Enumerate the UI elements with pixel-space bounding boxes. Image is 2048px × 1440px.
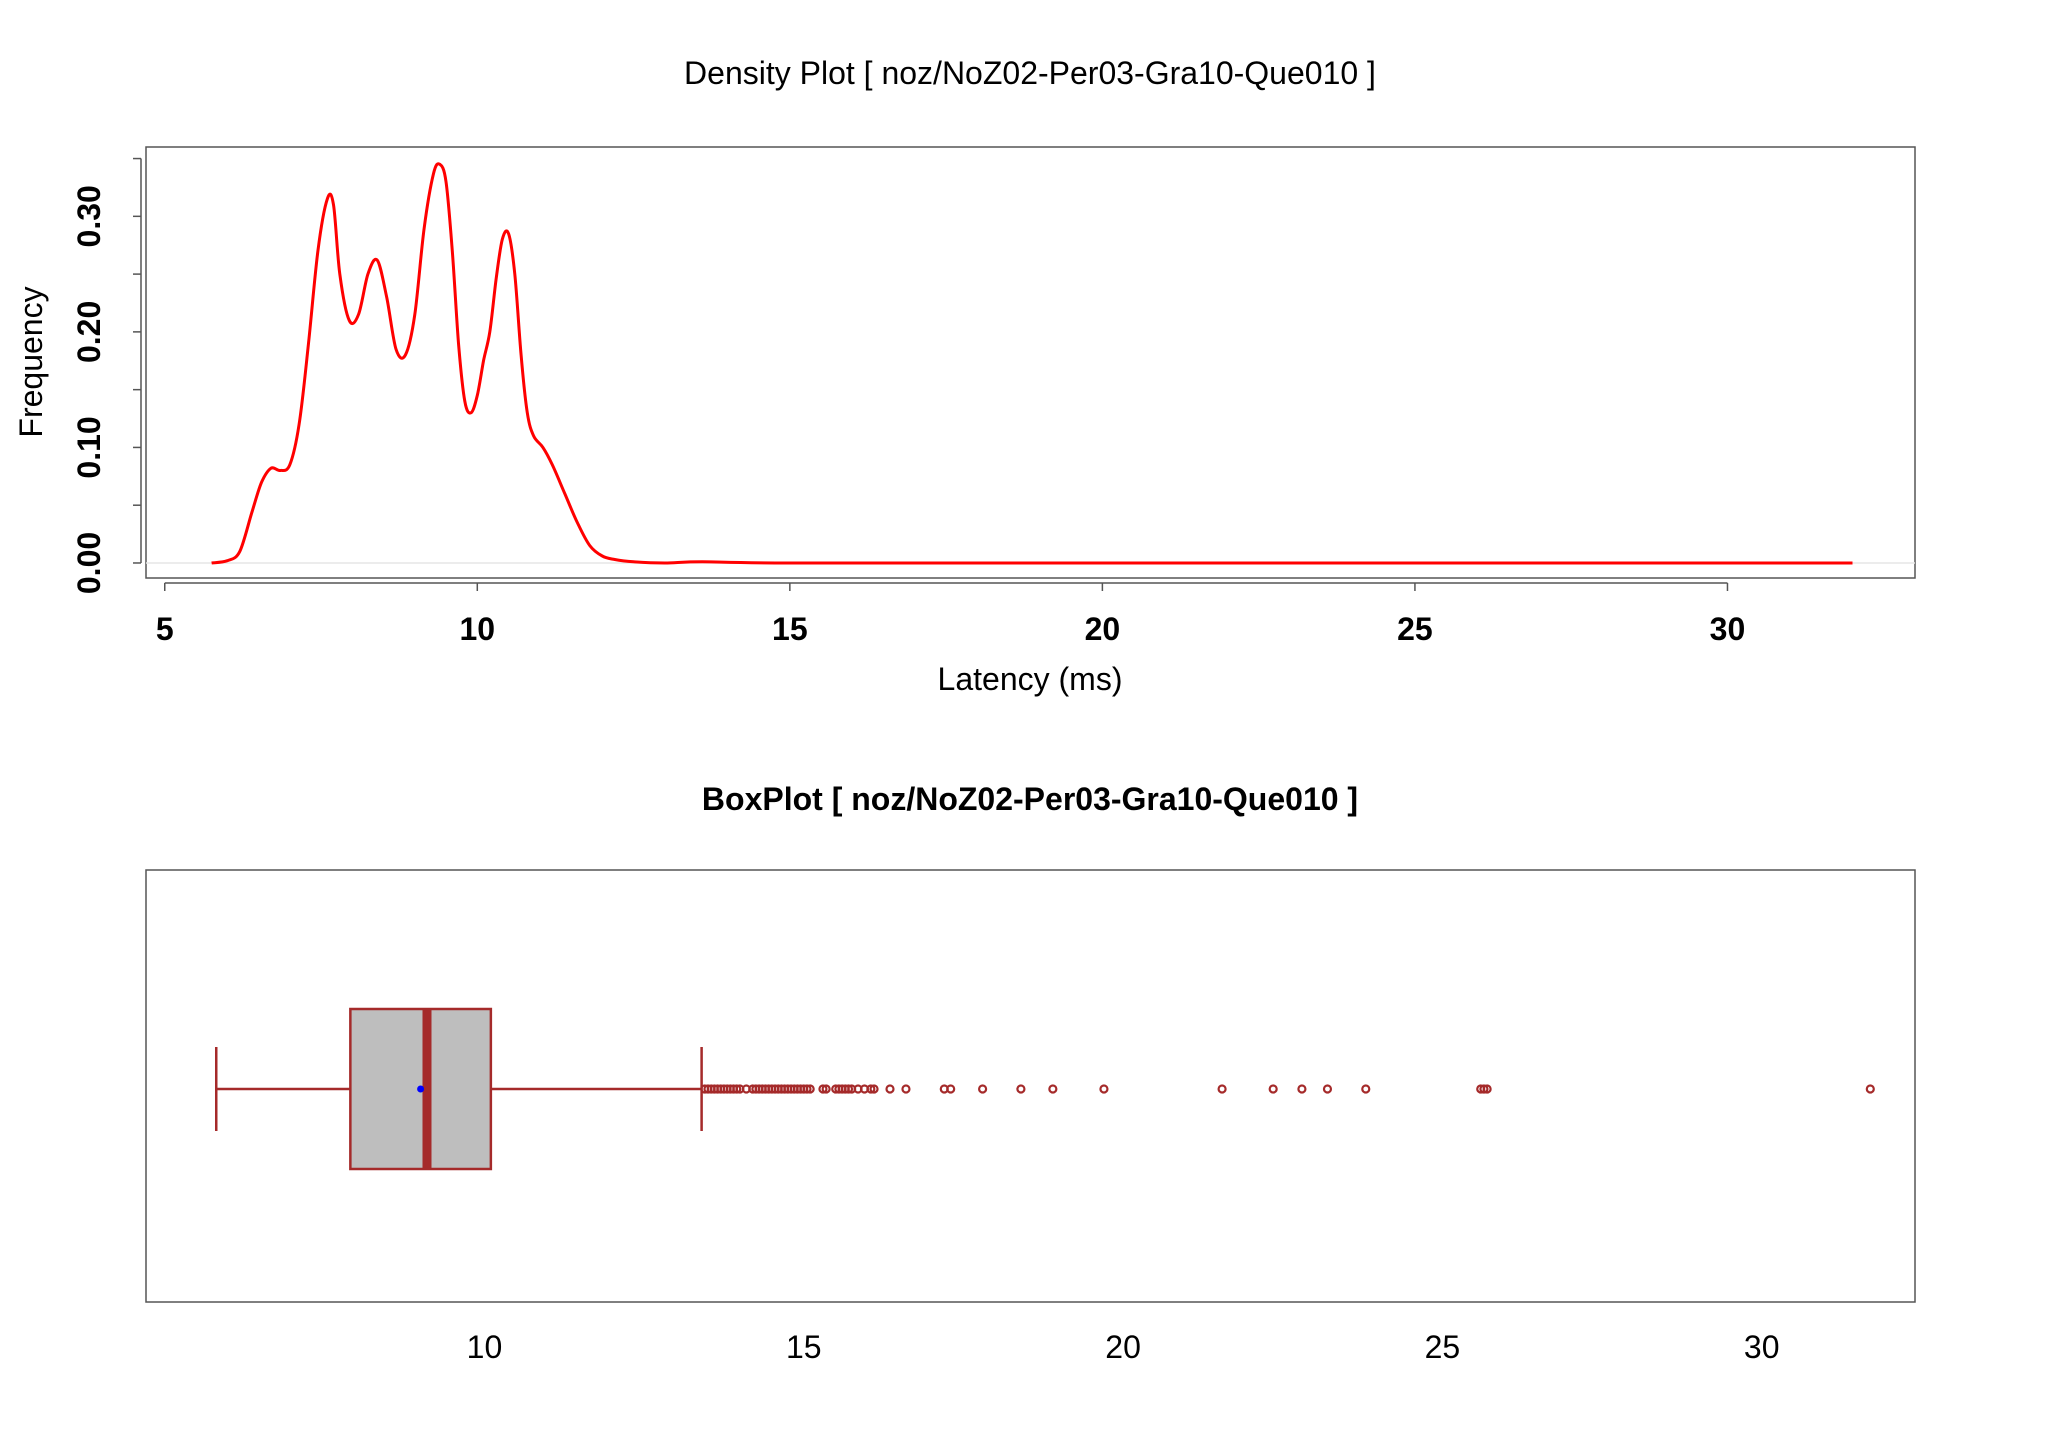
boxplot-outlier <box>1361 1084 1371 1094</box>
boxplot-outlier <box>802 1084 812 1094</box>
density-plot-frame <box>145 146 1916 579</box>
density-x-tick-label: 30 <box>1710 611 1746 647</box>
boxplot-x-tick-label: 15 <box>786 1329 822 1365</box>
density-y-tick-label: 0.00 <box>71 532 107 594</box>
boxplot-title: BoxPlot [ noz/NoZ02-Per03-Gra10-Que010 ] <box>702 781 1358 817</box>
boxplot-marks <box>214 1007 1875 1171</box>
boxplot-plot-frame <box>145 869 1916 1303</box>
boxplot-outlier <box>821 1084 831 1094</box>
density-x-label: Latency (ms) <box>938 661 1123 697</box>
boxplot-outlier <box>1268 1084 1278 1094</box>
boxplot-outlier <box>818 1084 828 1094</box>
boxplot-x-tick-label: 20 <box>1105 1329 1141 1365</box>
density-y-axis: 0.00 0.10 0.20 0.30 <box>71 157 142 594</box>
density-title: Density Plot [ noz/NoZ02-Per03-Gra10-Que… <box>684 55 1376 91</box>
boxplot-x-tick-label: 10 <box>467 1329 503 1365</box>
boxplot-outlier <box>869 1084 879 1094</box>
boxplot-outlier <box>866 1084 876 1094</box>
density-x-axis: 5 10 15 20 25 30 <box>156 582 1746 647</box>
boxplot-outlier <box>946 1084 956 1094</box>
boxplot-outlier <box>1048 1084 1058 1094</box>
density-y-tick-label: 0.10 <box>71 416 107 478</box>
boxplot-x-tick-label: 30 <box>1744 1329 1780 1365</box>
density-y-label: Frequency <box>13 286 49 437</box>
density-line <box>211 162 1853 565</box>
boxplot-outlier <box>1479 1084 1489 1094</box>
boxplot-outlier <box>1865 1084 1875 1094</box>
density-x-tick-label: 15 <box>772 611 808 647</box>
boxplot-outlier <box>1482 1084 1492 1094</box>
density-y-tick-label: 0.30 <box>71 185 107 247</box>
boxplot-outlier <box>805 1084 815 1094</box>
boxplot-x-axis: 10 15 20 25 30 <box>467 1329 1780 1365</box>
boxplot-panel: BoxPlot [ noz/NoZ02-Per03-Gra10-Que010 ]… <box>145 781 1916 1365</box>
density-x-tick-label: 10 <box>459 611 495 647</box>
boxplot-outlier <box>901 1084 911 1094</box>
boxplot-outlier <box>885 1084 895 1094</box>
boxplot-outlier <box>1099 1084 1109 1094</box>
boxplot-x-tick-label: 25 <box>1425 1329 1461 1365</box>
boxplot-outlier <box>1297 1084 1307 1094</box>
boxplot-mean-point <box>417 1085 425 1093</box>
boxplot-outlier <box>732 1084 742 1094</box>
density-x-tick-label: 5 <box>156 611 174 647</box>
boxplot-outlier <box>1016 1084 1026 1094</box>
boxplot-outlier <box>843 1084 854 1094</box>
boxplot-outlier <box>1217 1084 1227 1094</box>
density-x-tick-label: 25 <box>1397 611 1433 647</box>
density-y-tick-label: 0.20 <box>71 301 107 363</box>
boxplot-outlier <box>1322 1084 1333 1094</box>
density-panel: Density Plot [ noz/NoZ02-Per03-Gra10-Que… <box>13 55 1916 697</box>
density-x-tick-label: 20 <box>1085 611 1121 647</box>
boxplot-outlier <box>978 1084 988 1094</box>
density-series <box>146 162 1915 565</box>
